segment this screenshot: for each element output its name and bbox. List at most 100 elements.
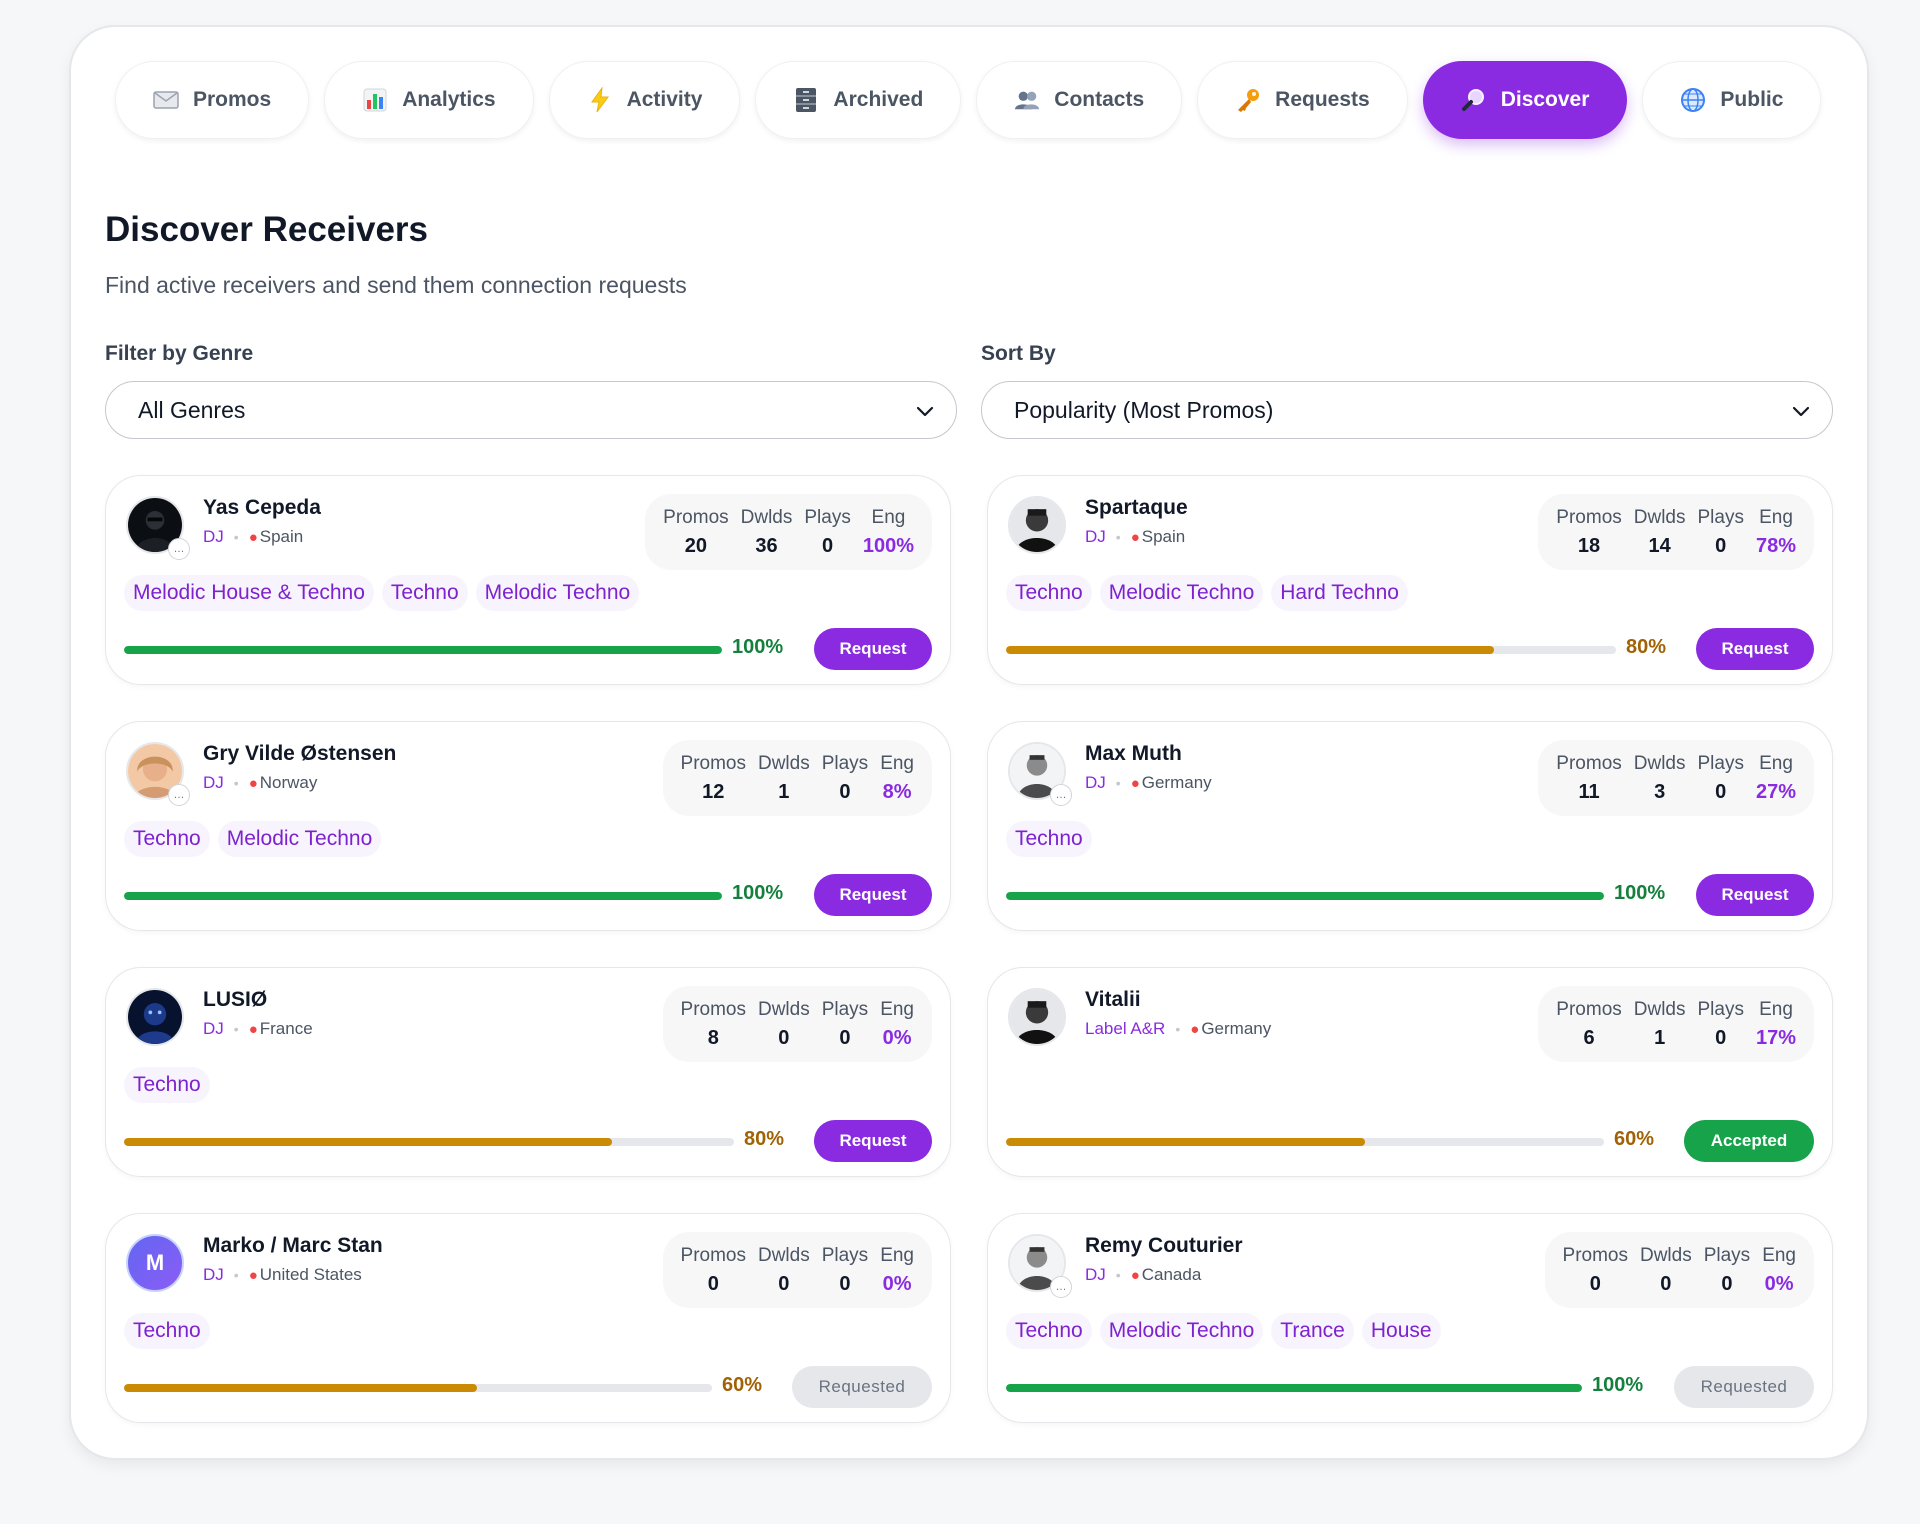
score-percent: 80% [744,1128,785,1150]
score-bar [124,1384,712,1392]
stat-label: Eng [1762,1244,1796,1266]
request-button[interactable]: Request [814,628,932,670]
avatar: M [126,1234,184,1292]
pin-icon: ● [248,774,258,792]
receiver-card: … Remy Couturier DJ • ● Canada Promos 0 Dwlds 0 Pl… [987,1213,1833,1423]
stat-label: Plays [1697,998,1744,1020]
score-bar [124,892,722,900]
stat-value: 0 [1589,1272,1601,1295]
stat-dwlds: Dwlds 3 [1628,753,1692,804]
sort-select[interactable]: Popularity (Most Promos) [981,381,1833,439]
stat-label: Eng [880,998,914,1020]
stat-eng: Eng 0% [874,999,920,1050]
score-bar-fill [1006,1138,1365,1146]
separator-dot: • [233,775,239,791]
requested-button[interactable]: Requested [792,1366,932,1408]
stat-value: 78% [1755,534,1796,557]
genre-tag: House [1361,1313,1441,1349]
genre-tag: Melodic Techno [1099,1313,1264,1349]
genre-tag: Melodic Techno [475,575,640,611]
genre-filter-label: Filter by Genre [105,342,254,365]
stat-value: 0 [707,1272,719,1295]
stat-value: 11 [1578,780,1600,803]
stat-promos: Promos 20 [657,507,734,558]
accepted-button[interactable]: Accepted [1684,1120,1814,1162]
pin-icon: ● [248,1266,258,1284]
tab-requests[interactable]: Requests [1197,61,1408,139]
chat-bubble-icon: … [168,538,190,560]
request-button[interactable]: Request [1696,628,1814,670]
receiver-name: Max Muth [1085,742,1182,765]
stat-value: 17% [1755,1026,1796,1049]
stat-value: 27% [1755,780,1796,803]
key-icon [1235,87,1261,113]
stat-eng: Eng 78% [1750,507,1802,558]
request-button[interactable]: Request [1696,874,1814,916]
stat-value: 8% [882,780,912,803]
genre-filter-select[interactable]: All Genres [105,381,957,439]
genre-tag: Melodic House & Techno [124,575,374,611]
receiver-location: Canada [1141,1265,1202,1284]
avatar [126,988,184,1046]
tab-activity[interactable]: Activity [548,61,741,139]
score-percent: 80% [1626,636,1667,658]
stat-dwlds: Dwlds 36 [735,507,799,558]
genre-tags: Techno Melodic Techno Trance House [1006,1313,1441,1349]
score-percent: 100% [1592,1374,1644,1396]
tab-public[interactable]: Public [1642,61,1822,139]
score-bar [1006,646,1616,654]
receiver-meta: Label A&R • ● Germany [1085,1019,1271,1039]
receiver-location: Germany [1141,773,1212,792]
score-bar [1006,1138,1604,1146]
separator-dot: • [1175,1021,1181,1037]
tab-bar: Promos Analytics Activity Archived Conta… [115,61,1822,139]
pin-icon: ● [248,528,258,546]
stat-promos: Promos 0 [1557,1245,1634,1296]
chevron-down-icon [1790,400,1812,422]
receiver-card: LUSIØ DJ • ● France Promos 8 Dwlds 0 Plays 0 Eng 0% T… [105,967,951,1177]
receiver-stats: Promos 0 Dwlds 0 Plays 0 Eng 0% [662,1232,932,1308]
stat-label: Eng [1759,998,1793,1020]
stat-value: 0 [822,534,834,557]
genre-tags: Melodic House & Techno Techno Melodic Tech… [124,575,640,611]
tab-discover[interactable]: Discover [1422,61,1628,139]
genre-tag: Melodic Techno [1099,575,1264,611]
stat-value: 0 [1715,780,1727,803]
genre-tags: Techno [1006,821,1092,857]
receiver-role: DJ [1085,527,1106,546]
request-button[interactable]: Request [814,1120,932,1162]
chevron-down-icon [914,400,936,422]
receiver-name: Marko / Marc Stan [203,1234,383,1257]
request-button[interactable]: Request [814,874,932,916]
stat-plays: Plays 0 [798,507,856,558]
avatar [1008,496,1066,554]
stat-promos: Promos 8 [675,999,752,1050]
stat-plays: Plays 0 [816,1245,874,1296]
score-percent: 100% [732,882,784,904]
lightning-icon [587,87,613,113]
stat-label: Plays [821,752,869,774]
stat-value: 0% [882,1026,912,1049]
requested-button[interactable]: Requested [1674,1366,1814,1408]
avatar [1008,988,1066,1046]
stat-label: Eng [871,506,906,528]
receiver-card: M Marko / Marc Stan DJ • ● United States Promo… [105,1213,951,1423]
tab-label: Contacts [1054,88,1145,111]
chat-bubble-icon: … [1050,784,1072,806]
tab-label: Requests [1275,88,1370,111]
stat-label: Plays [804,506,851,528]
tab-archived[interactable]: Archived [755,61,962,139]
page-title: Discover Receivers [105,210,428,249]
tab-analytics[interactable]: Analytics [324,61,534,139]
tab-label: Public [1720,88,1784,111]
stat-label: Plays [821,1244,869,1266]
stat-label: Promos [1556,752,1622,774]
score-bar-fill [124,892,722,900]
avatar [1008,1234,1066,1292]
tab-promos[interactable]: Promos [115,61,310,139]
score-percent: 100% [732,636,784,658]
stat-label: Dwlds [1633,998,1686,1020]
tab-contacts[interactable]: Contacts [976,61,1183,139]
tab-label: Activity [626,88,703,111]
receiver-name: Spartaque [1085,496,1188,519]
